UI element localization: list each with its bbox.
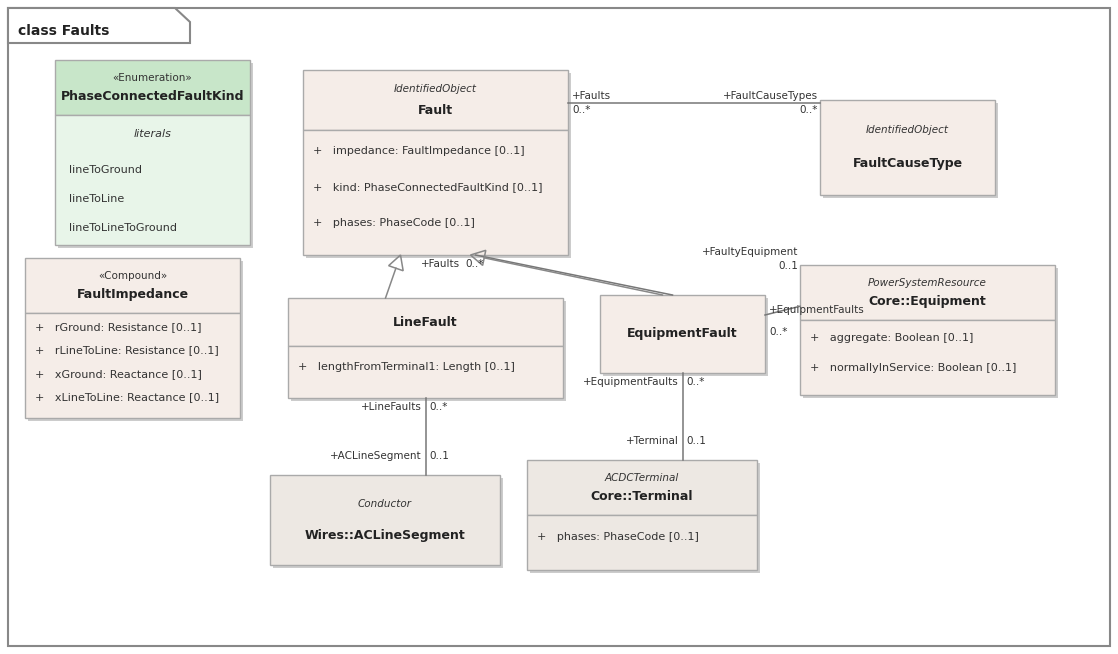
Text: class Faults: class Faults bbox=[18, 24, 110, 38]
Text: 0..*: 0..* bbox=[769, 327, 787, 337]
Text: FaultImpedance: FaultImpedance bbox=[76, 288, 189, 301]
Bar bbox=[291, 301, 566, 401]
Text: 0..*: 0..* bbox=[686, 377, 704, 387]
Text: +   kind: PhaseConnectedFaultKind [0..1]: + kind: PhaseConnectedFaultKind [0..1] bbox=[313, 182, 542, 192]
Text: 0..*: 0..* bbox=[429, 402, 448, 412]
Text: IdentifiedObject: IdentifiedObject bbox=[394, 84, 477, 94]
Text: +   xLineToLine: Reactance [0..1]: + xLineToLine: Reactance [0..1] bbox=[35, 392, 219, 402]
Bar bbox=[58, 63, 253, 248]
Bar bbox=[819, 100, 995, 195]
Text: +   xGround: Reactance [0..1]: + xGround: Reactance [0..1] bbox=[35, 369, 202, 379]
Text: 0..1: 0..1 bbox=[429, 451, 449, 461]
Text: +   normallyInService: Boolean [0..1]: + normallyInService: Boolean [0..1] bbox=[811, 363, 1016, 373]
Text: +Faults: +Faults bbox=[572, 91, 612, 101]
Text: +   phases: PhaseCode [0..1]: + phases: PhaseCode [0..1] bbox=[537, 532, 699, 542]
Bar bbox=[25, 258, 240, 313]
Bar bbox=[25, 313, 240, 418]
Bar bbox=[273, 478, 503, 568]
Bar bbox=[55, 60, 250, 115]
Text: «Enumeration»: «Enumeration» bbox=[113, 73, 192, 82]
Text: +   impedance: FaultImpedance [0..1]: + impedance: FaultImpedance [0..1] bbox=[313, 146, 524, 156]
Text: 0..1: 0..1 bbox=[778, 261, 798, 271]
Bar bbox=[603, 298, 768, 376]
Bar bbox=[527, 515, 757, 570]
Bar bbox=[800, 265, 1055, 320]
Text: FaultCauseType: FaultCauseType bbox=[852, 157, 963, 170]
Bar bbox=[306, 73, 571, 258]
Text: Wires::ACLineSegment: Wires::ACLineSegment bbox=[304, 529, 465, 542]
Text: +ACLineSegment: +ACLineSegment bbox=[330, 451, 421, 461]
Polygon shape bbox=[8, 8, 190, 43]
Text: Core::Equipment: Core::Equipment bbox=[869, 296, 986, 308]
Text: ACDCTerminal: ACDCTerminal bbox=[605, 473, 679, 483]
Bar bbox=[288, 298, 563, 346]
Bar bbox=[527, 460, 757, 515]
Text: Core::Terminal: Core::Terminal bbox=[590, 490, 693, 504]
Bar bbox=[600, 295, 765, 373]
Text: PhaseConnectedFaultKind: PhaseConnectedFaultKind bbox=[60, 90, 244, 103]
Text: «Compound»: «Compound» bbox=[98, 271, 167, 281]
Text: +LineFaults: +LineFaults bbox=[361, 402, 421, 412]
Text: lineToLine: lineToLine bbox=[69, 194, 124, 205]
Bar bbox=[800, 320, 1055, 395]
Text: +EquipmentFaults: +EquipmentFaults bbox=[582, 377, 679, 387]
Text: Conductor: Conductor bbox=[358, 499, 413, 509]
Text: 0..*: 0..* bbox=[572, 105, 590, 115]
Text: IdentifiedObject: IdentifiedObject bbox=[866, 126, 949, 135]
Text: PowerSystemResource: PowerSystemResource bbox=[868, 277, 987, 288]
Bar bbox=[303, 130, 568, 255]
Text: LineFault: LineFault bbox=[394, 315, 457, 328]
Text: 0..*: 0..* bbox=[799, 105, 818, 115]
Text: literals: literals bbox=[133, 129, 171, 139]
Bar bbox=[288, 346, 563, 398]
Bar bbox=[271, 475, 500, 565]
Text: +FaultCauseTypes: +FaultCauseTypes bbox=[723, 91, 818, 101]
Text: Fault: Fault bbox=[418, 104, 453, 116]
Bar bbox=[823, 103, 998, 198]
Text: EquipmentFault: EquipmentFault bbox=[627, 328, 738, 341]
Text: lineToLineToGround: lineToLineToGround bbox=[69, 224, 177, 233]
Text: +Faults: +Faults bbox=[420, 259, 459, 269]
Text: +EquipmentFaults: +EquipmentFaults bbox=[769, 305, 864, 315]
Text: +   aggregate: Boolean [0..1]: + aggregate: Boolean [0..1] bbox=[811, 333, 974, 343]
Text: 0..*: 0..* bbox=[465, 259, 484, 269]
Bar bbox=[303, 70, 568, 130]
Text: lineToGround: lineToGround bbox=[69, 165, 142, 175]
Text: 0..1: 0..1 bbox=[686, 436, 707, 446]
Bar bbox=[28, 261, 243, 421]
Text: +FaultyEquipment: +FaultyEquipment bbox=[702, 247, 798, 257]
Text: +Terminal: +Terminal bbox=[626, 436, 679, 446]
Bar bbox=[530, 463, 760, 573]
Bar bbox=[55, 115, 250, 245]
Text: +   rGround: Resistance [0..1]: + rGround: Resistance [0..1] bbox=[35, 322, 201, 332]
Text: +   rLineToLine: Resistance [0..1]: + rLineToLine: Resistance [0..1] bbox=[35, 345, 219, 355]
Text: +   lengthFromTerminal1: Length [0..1]: + lengthFromTerminal1: Length [0..1] bbox=[299, 362, 515, 372]
Text: +   phases: PhaseCode [0..1]: + phases: PhaseCode [0..1] bbox=[313, 218, 475, 228]
Bar bbox=[803, 268, 1058, 398]
